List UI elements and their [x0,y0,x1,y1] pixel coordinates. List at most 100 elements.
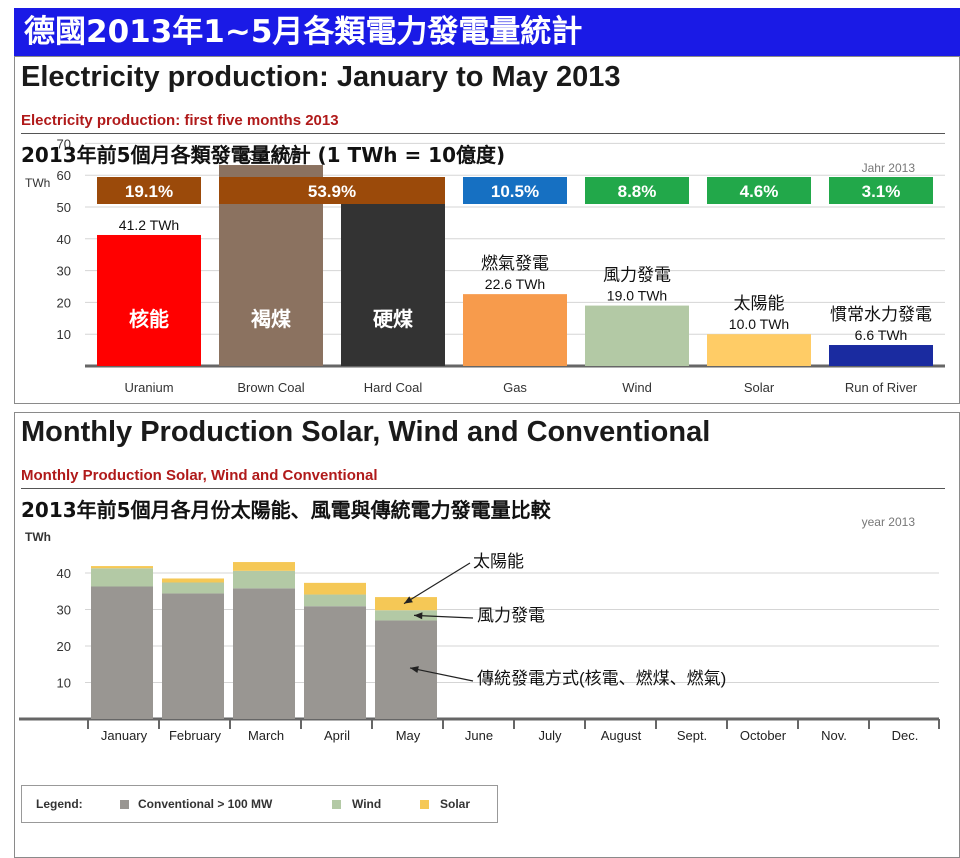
stacked-bar-segment [375,610,437,621]
x-tick-label: Sept. [677,728,707,743]
y-tick-label: 60 [57,168,71,183]
stacked-bar-segment [91,566,153,569]
stacked-bar-segment [233,570,295,589]
annotation-arrowhead [404,596,413,604]
x-tick-label: Hard Coal [364,380,423,395]
annotation-arrow [409,667,474,682]
stacked-bar-segment [375,620,437,719]
chinese-bar-label: 燃氣發電 [481,254,549,273]
bar [97,234,201,366]
annotation-arrow [413,614,474,619]
percent-label: 4.6% [740,182,779,201]
y-tick-label: 10 [57,327,71,342]
chinese-bar-label: 褐煤 [250,307,291,331]
percent-label: 19.1% [125,182,173,201]
x-tick-label: January [101,728,148,743]
chinese-bar-label: 風力發電 [603,266,671,285]
data-label: 41.2 TWh [119,217,179,233]
legend-item-conventional: Conventional > 100 MW [138,797,273,811]
chinese-bar-label: 太陽能 [734,294,785,313]
x-tick-label: Nov. [821,728,847,743]
x-tick-label: March [248,728,284,743]
x-tick-label: August [601,728,642,743]
y-tick-label: 20 [57,639,71,654]
stacked-bar-segment [304,582,366,595]
y-tick-label: 30 [57,603,71,618]
stacked-bar-segment [91,586,153,719]
y-tick-label: 20 [57,295,71,310]
percent-banner [463,177,567,204]
data-label: 63.2 TWh [241,147,301,163]
panel-title: Monthly Production Solar, Wind and Conve… [21,416,711,448]
stacked-bar-segment [162,582,224,594]
annotation-arrowhead [414,612,423,620]
x-tick-label: Dec. [892,728,919,743]
bar [707,334,811,366]
panel-subtitle: Electricity production: first five month… [21,112,339,129]
y-axis-label: TWh [25,530,51,544]
data-label: 10.0 TWh [729,316,789,332]
legend-item-wind: Wind [352,797,382,811]
annotation-arrow [403,562,471,605]
panel-title: Electricity production: January to May 2… [21,61,621,93]
stacked-bar-segment [162,578,224,583]
data-label: 6.6 TWh [855,327,908,343]
chart-annotation: 風力發電 [477,606,545,625]
chinese-bar-label: 核能 [129,307,169,331]
stacked-bar-segment [304,606,366,719]
x-tick-label: Uranium [124,380,173,395]
x-tick-label: Run of River [845,380,918,395]
data-label: 19.0 TWh [607,288,667,304]
x-tick-label: April [324,728,350,743]
year-label: Jahr 2013 [861,161,915,175]
percent-banner [219,177,445,204]
percent-banner [585,177,689,204]
y-tick-label: 50 [57,200,71,215]
y-axis-label: TWh [25,176,50,190]
x-tick-label: June [465,728,493,743]
percent-label: 8.8% [618,182,657,201]
chart-annotation: 太陽能 [473,552,524,571]
divider [21,133,945,134]
stacked-bar-segment [233,588,295,719]
bar [829,345,933,366]
x-tick-label: May [396,728,421,743]
stacked-bar-segment [91,568,153,587]
bar [463,294,567,366]
monthly-stacked-bar-chart: TWh 10 20 30 40 January February March April May J… [19,530,940,743]
x-tick-label: Wind [622,380,652,395]
y-tick-label: 40 [57,232,71,247]
y-tick-label: 70 [57,136,71,151]
data-label: 22.6 TWh [485,276,545,292]
y-tick-label: 40 [57,566,71,581]
bar [585,305,689,366]
percent-label: 53.9% [308,182,356,201]
percent-banner [707,177,811,204]
chinese-bar-label: 慣常水力發電 [830,305,932,324]
stacked-bar-segment [375,597,437,611]
stacked-bar-segment [304,594,366,607]
production-bar-chart: TWh 10 20 30 40 50 60 70 Uranium 41.2 TWh 核能 Brown … [25,136,945,395]
x-tick-label: October [740,728,787,743]
stacked-bar-segment [233,562,295,571]
electricity-production-panel: Electricity production: January to May 2… [14,56,960,404]
annotation-arrowhead [410,666,419,674]
percent-label: 3.1% [862,182,901,201]
stacked-bar-segment [162,593,224,719]
bar [341,198,445,366]
legend-swatch-wind [332,800,341,809]
legend-label: Legend: [36,797,83,811]
percent-banner [97,177,201,204]
chinese-chart-title: 2013年前5個月各類發電量統計 (1 TWh = 10億度) [21,143,506,167]
page-banner-title: 德國2013年1~5月各類電力發電量統計 [14,8,960,56]
panel-subtitle: Monthly Production Solar, Wind and Conve… [21,467,378,484]
legend-swatch-solar [420,800,429,809]
y-tick-label: 30 [57,264,71,279]
chinese-bar-label: 硬煤 [373,308,413,331]
x-tick-label: February [169,728,222,743]
chart-legend: Legend: Conventional > 100 MW Wind Solar [21,785,498,823]
y-tick-label: 10 [57,676,71,691]
x-tick-label: Gas [503,380,527,395]
percent-banner [829,177,933,204]
year-label: year 2013 [861,515,915,529]
